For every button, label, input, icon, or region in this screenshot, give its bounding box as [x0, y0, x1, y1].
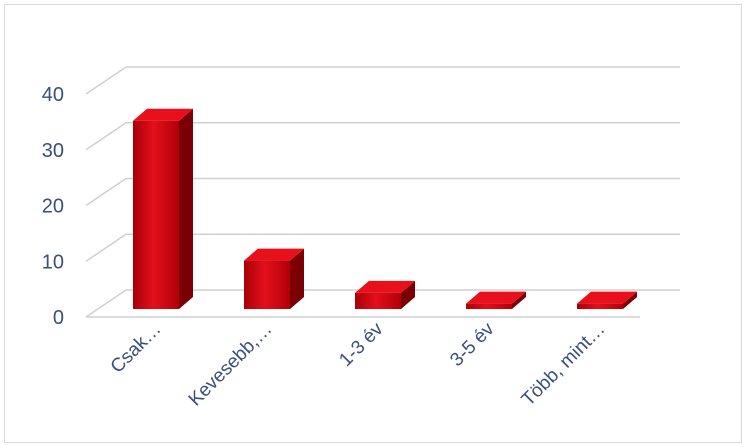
- bar-side: [512, 291, 526, 309]
- x-tick-label: Csak…: [107, 319, 166, 378]
- bar-front: [577, 303, 623, 309]
- bars: [133, 108, 637, 309]
- x-tick-label: 3-5 év: [446, 318, 499, 371]
- bar-front: [133, 120, 179, 309]
- chart-frame: [4, 4, 742, 443]
- x-axis-labels: Csak… Kevesebb,… 1-3 év 3-5 év Több, mint…: [107, 318, 610, 410]
- bar: [466, 291, 526, 309]
- bar-front: [355, 292, 401, 309]
- bar-front: [466, 303, 512, 309]
- gridline: [85, 233, 680, 262]
- y-tick-label: 40: [42, 84, 64, 106]
- gridline: [85, 122, 680, 151]
- bar-top: [244, 248, 304, 261]
- bar: [133, 108, 193, 309]
- bar-top: [577, 291, 637, 304]
- bar: [577, 291, 637, 309]
- y-tick-label: 0: [53, 307, 64, 329]
- bar-front: [244, 260, 290, 309]
- x-tick-label: 1-3 év: [335, 318, 388, 371]
- bar-side: [179, 108, 193, 309]
- gridlines: [85, 66, 680, 318]
- y-tick-label: 30: [42, 140, 64, 162]
- gridline: [85, 66, 680, 95]
- gridline: [85, 289, 680, 318]
- bar-side: [290, 248, 304, 309]
- x-tick-label: Kevesebb,…: [185, 319, 277, 411]
- bar-top: [355, 280, 415, 293]
- bar: [244, 248, 304, 309]
- bar-top: [133, 108, 193, 121]
- bar-top: [466, 291, 526, 304]
- gridline: [85, 177, 680, 207]
- bar: [355, 280, 415, 309]
- bar-side: [401, 280, 415, 309]
- y-tick-label: 20: [42, 196, 64, 218]
- y-tick-label: 10: [42, 251, 64, 273]
- bar-side: [623, 291, 637, 309]
- y-axis-ticks: 0 10 20 30 40: [42, 84, 64, 329]
- x-tick-label: Több, mint…: [518, 319, 610, 411]
